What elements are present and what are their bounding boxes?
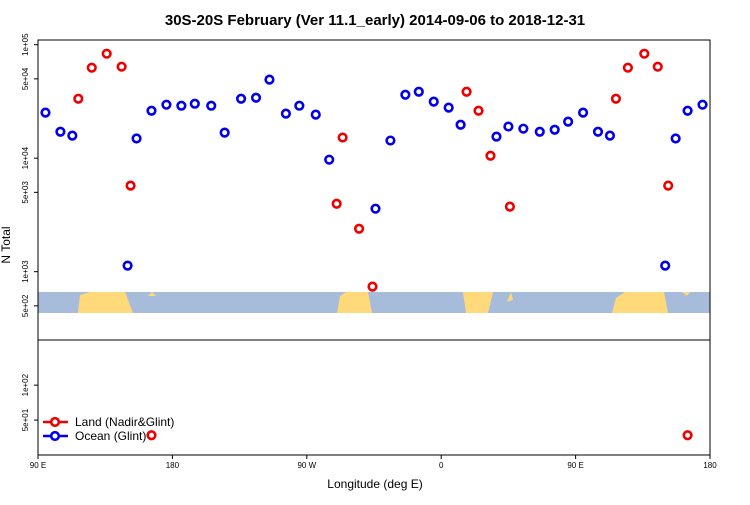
point xyxy=(122,260,133,271)
point xyxy=(461,86,472,97)
bottom-frame xyxy=(37,339,711,456)
y-tick-label: 5e+03 xyxy=(21,181,30,204)
point xyxy=(697,99,708,110)
x-tick-label: 180 xyxy=(703,461,717,470)
point xyxy=(503,121,514,132)
point xyxy=(324,154,335,165)
point xyxy=(485,150,496,161)
legend-marker xyxy=(49,430,61,442)
point xyxy=(455,119,466,130)
x-tick-label: 90 W xyxy=(297,461,316,470)
point xyxy=(443,102,454,113)
point xyxy=(682,105,693,116)
point xyxy=(131,133,142,144)
point xyxy=(534,126,545,137)
point xyxy=(473,105,484,116)
x-tick-label: 90 E xyxy=(30,461,46,470)
point xyxy=(146,430,157,441)
point xyxy=(610,93,622,104)
point xyxy=(563,116,574,127)
point xyxy=(264,74,275,85)
y-tick-label: 5e+04 xyxy=(21,67,30,90)
point xyxy=(294,100,305,111)
y-tick-label: 5e+02 xyxy=(21,294,30,317)
point xyxy=(101,48,112,59)
point xyxy=(670,133,681,144)
point xyxy=(86,62,97,73)
point xyxy=(549,124,560,135)
point xyxy=(639,48,650,59)
point xyxy=(280,108,291,119)
point xyxy=(652,61,663,72)
point xyxy=(367,281,378,292)
point xyxy=(518,123,529,134)
point xyxy=(622,62,633,73)
x-axis-label: Longitude (deg E) xyxy=(327,477,422,491)
point xyxy=(413,86,424,97)
y-tick-label: 1e+03 xyxy=(21,260,30,283)
point xyxy=(310,109,321,120)
point xyxy=(219,127,230,138)
land-ocean-strip xyxy=(38,292,710,313)
point xyxy=(604,130,616,141)
x-tick-label: 180 xyxy=(166,461,180,470)
point xyxy=(663,180,674,191)
point xyxy=(331,198,342,209)
point xyxy=(682,430,693,441)
point xyxy=(353,223,365,234)
point xyxy=(491,131,502,142)
point xyxy=(385,135,396,146)
point xyxy=(504,201,515,212)
x-tick-label: 90 E xyxy=(567,461,583,470)
point xyxy=(592,126,604,137)
point xyxy=(125,180,136,191)
point xyxy=(146,105,157,116)
y-tick-label: 5e+01 xyxy=(21,408,30,431)
point xyxy=(400,89,411,100)
point xyxy=(176,100,187,111)
point xyxy=(577,107,589,118)
point xyxy=(55,126,66,137)
point xyxy=(250,92,262,103)
y-tick-label: 1e+02 xyxy=(21,373,30,396)
point xyxy=(189,98,200,109)
y-tick-label: 1e+04 xyxy=(21,146,30,169)
point xyxy=(161,99,172,110)
point xyxy=(370,203,381,214)
legend-marker xyxy=(49,416,61,428)
point xyxy=(206,100,217,111)
point xyxy=(337,132,348,143)
legend-label: Land (Nadir&Glint) xyxy=(75,415,174,429)
x-tick-label: 0 xyxy=(439,461,444,470)
point xyxy=(428,96,439,107)
point xyxy=(235,93,247,104)
point xyxy=(40,107,51,118)
chart-title: 30S-20S February (Ver 11.1_early) 2014-0… xyxy=(165,12,585,29)
point xyxy=(73,93,84,104)
legend-label: Ocean (Glint) xyxy=(75,429,146,443)
y-axis-label: N Total xyxy=(0,226,13,263)
y-tick-label: 1e+05 xyxy=(21,33,30,56)
point xyxy=(660,260,671,271)
point xyxy=(116,61,127,72)
point xyxy=(67,130,78,141)
